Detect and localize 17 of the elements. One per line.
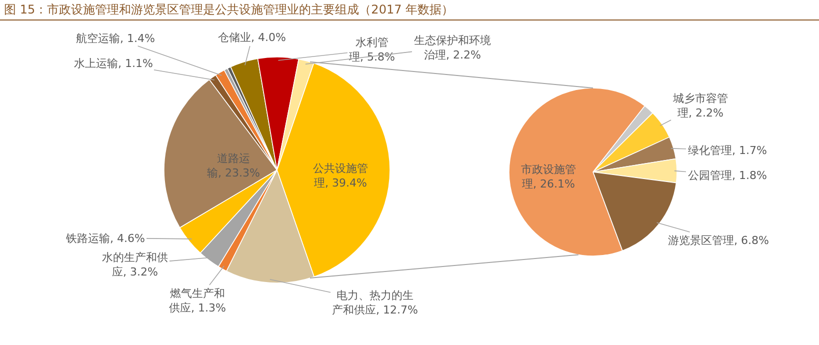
slice-label: 水的生产和供应, 3.2%	[102, 251, 168, 278]
slice-label: 绿化管理, 1.7%	[688, 144, 767, 157]
slice-label: 生态保护和环境治理, 2.2%	[414, 34, 491, 62]
slice-label: 公共设施管理, 39.4%	[313, 162, 368, 190]
slice-label: 市政设施管理, 26.1%	[521, 163, 576, 190]
slice-label: 水上运输, 1.1%	[74, 57, 153, 70]
slice-label: 公园管理, 1.8%	[688, 169, 767, 182]
slice-label: 游览景区管理, 6.8%	[668, 234, 769, 247]
slice-label: 航空运输, 1.4%	[76, 32, 155, 45]
slice-label: 铁路运输, 4.6%	[65, 232, 145, 245]
chart-title: 图 15：市政设施管理和游览景区管理是公共设施管理业的主要组成（2017 年数据）	[4, 2, 454, 17]
slice-label: 燃气生产和供应, 1.3%	[169, 287, 226, 314]
slice-label: 道路运输, 23.3%	[207, 152, 260, 180]
slice-label: 仓储业, 4.0%	[218, 31, 286, 44]
slice-label: 水利管理, 5.8%	[349, 36, 395, 64]
slice-label: 电力、热力的生产和供应, 12.7%	[332, 289, 418, 316]
slice-label: 城乡市容管理, 2.2%	[672, 92, 728, 120]
